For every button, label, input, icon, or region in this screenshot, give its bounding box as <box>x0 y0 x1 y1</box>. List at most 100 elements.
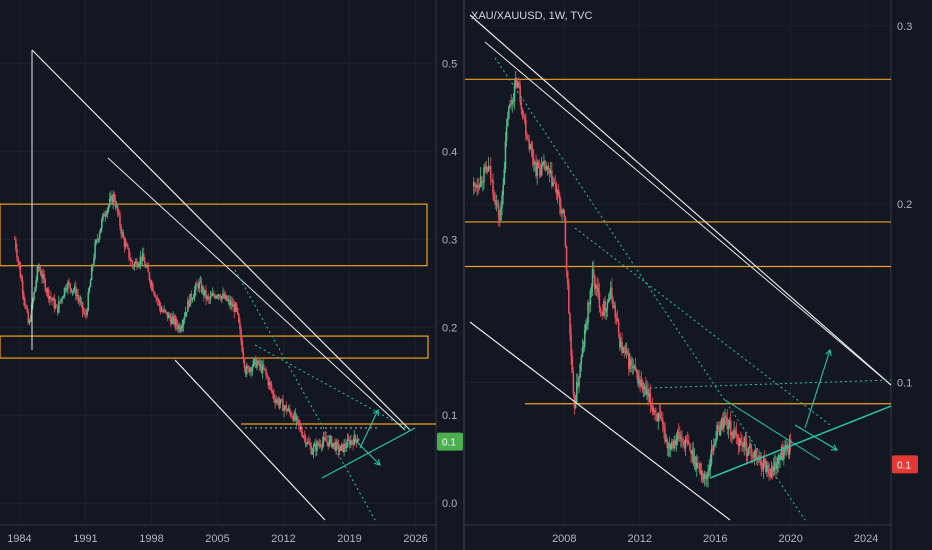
candle-body <box>147 266 150 273</box>
candle-body <box>762 459 765 470</box>
candle-body <box>577 381 579 387</box>
candle-body <box>136 261 138 267</box>
candle-body <box>677 431 680 435</box>
candle-body <box>701 470 704 480</box>
candle-body <box>534 162 536 166</box>
candle-body <box>307 441 309 444</box>
candle-body <box>135 261 137 264</box>
candle-body <box>617 321 620 333</box>
candle-body <box>179 325 181 332</box>
candle-body <box>500 207 502 221</box>
candle-body <box>660 418 663 420</box>
candle-body <box>80 301 83 303</box>
candle-body <box>197 284 199 289</box>
candle-body <box>290 411 292 417</box>
candle-body <box>680 437 682 440</box>
candle-body <box>104 215 107 217</box>
candle-body <box>253 358 256 361</box>
candle-body <box>719 429 722 436</box>
candle-body <box>111 195 113 203</box>
candle-body <box>316 442 318 451</box>
candle-body <box>123 238 126 247</box>
left-chart-svg[interactable]: 1984 1991 1998 2005 2012 2019 2026 0.0 0.1 0.2 0.3… <box>0 0 463 550</box>
candle-body <box>166 312 169 319</box>
candle-body <box>325 438 327 442</box>
candle-body <box>319 444 322 447</box>
projection-arrow <box>359 409 379 449</box>
candle-body <box>207 296 210 299</box>
candle-body <box>170 317 172 325</box>
candle-body <box>161 310 163 312</box>
candle-body <box>638 379 640 384</box>
candle-body <box>634 366 637 371</box>
candle-body <box>568 284 570 314</box>
candle-body <box>118 212 120 215</box>
x-tick-label: 1984 <box>7 533 31 545</box>
candle-body <box>545 169 548 171</box>
candle-body <box>506 118 509 127</box>
candle-body <box>267 377 270 386</box>
candle-body <box>281 399 283 401</box>
candle-body <box>669 445 672 450</box>
y-tick-label: 0.4 <box>442 146 457 158</box>
candle-body <box>673 440 675 449</box>
candle-body <box>690 449 692 455</box>
candle-body <box>94 243 96 258</box>
candle-body <box>697 462 699 464</box>
candle-body <box>540 164 543 176</box>
candle-body <box>202 287 205 296</box>
candle-body <box>164 309 167 312</box>
arrow-head <box>825 348 832 356</box>
candle-body <box>621 341 623 354</box>
candle-body <box>171 317 173 325</box>
right-chart-svg[interactable]: 2008 2012 2016 2020 2024 0.3 0.2 0.1 0.1 <box>465 0 932 550</box>
candle-body <box>153 291 155 294</box>
candle-body <box>749 444 751 448</box>
candle-body <box>13 239 16 241</box>
candle-body <box>635 370 638 373</box>
candle-body <box>556 189 559 195</box>
candle-body <box>95 239 98 244</box>
candle-body <box>191 298 194 300</box>
candle-body <box>608 298 611 301</box>
x-tick-label: 2008 <box>552 533 576 545</box>
candle-body <box>275 400 277 403</box>
left-chart-pane[interactable]: 1984 1991 1998 2005 2012 2019 2026 0.0 0.1 0.2 0.3… <box>0 0 463 550</box>
candle-body <box>82 311 85 314</box>
candle-body <box>198 281 201 289</box>
candle-body <box>693 456 696 465</box>
candle-body <box>240 329 242 341</box>
y-tick-label: 0.0 <box>442 498 457 510</box>
right-chart-pane[interactable]: 2008 2012 2016 2020 2024 0.3 0.2 0.1 0.1 XAU/XAU… <box>465 0 932 550</box>
candle-body <box>285 405 288 412</box>
candle-body <box>156 297 159 301</box>
candle-body <box>159 306 162 312</box>
candle-body <box>259 364 262 367</box>
candle-body <box>239 322 241 330</box>
candle-body <box>231 301 233 307</box>
candle-body <box>139 256 142 264</box>
candle-body <box>262 364 265 369</box>
candle-body <box>536 162 538 176</box>
candle-body <box>99 228 102 234</box>
resistance-box <box>0 335 429 359</box>
candle-body <box>29 320 32 322</box>
symbol-label: XAU/XAUUSD, 1W, TVC <box>471 10 593 22</box>
candle-body <box>356 440 359 443</box>
candle-body <box>525 119 527 136</box>
candle-body <box>590 286 593 291</box>
candle-body <box>195 283 197 291</box>
candle-body <box>313 443 316 447</box>
candle-body <box>27 311 30 324</box>
candle-body <box>236 307 239 314</box>
pane-divider[interactable] <box>463 0 465 550</box>
candle-body <box>125 243 128 246</box>
candle-body <box>475 184 477 188</box>
candle-body <box>54 304 57 309</box>
candle-body <box>90 267 93 281</box>
candle-body <box>308 441 310 444</box>
candle-body <box>59 301 61 303</box>
candle-body <box>716 425 718 439</box>
candle-body <box>707 471 709 478</box>
candle-body <box>24 299 26 306</box>
